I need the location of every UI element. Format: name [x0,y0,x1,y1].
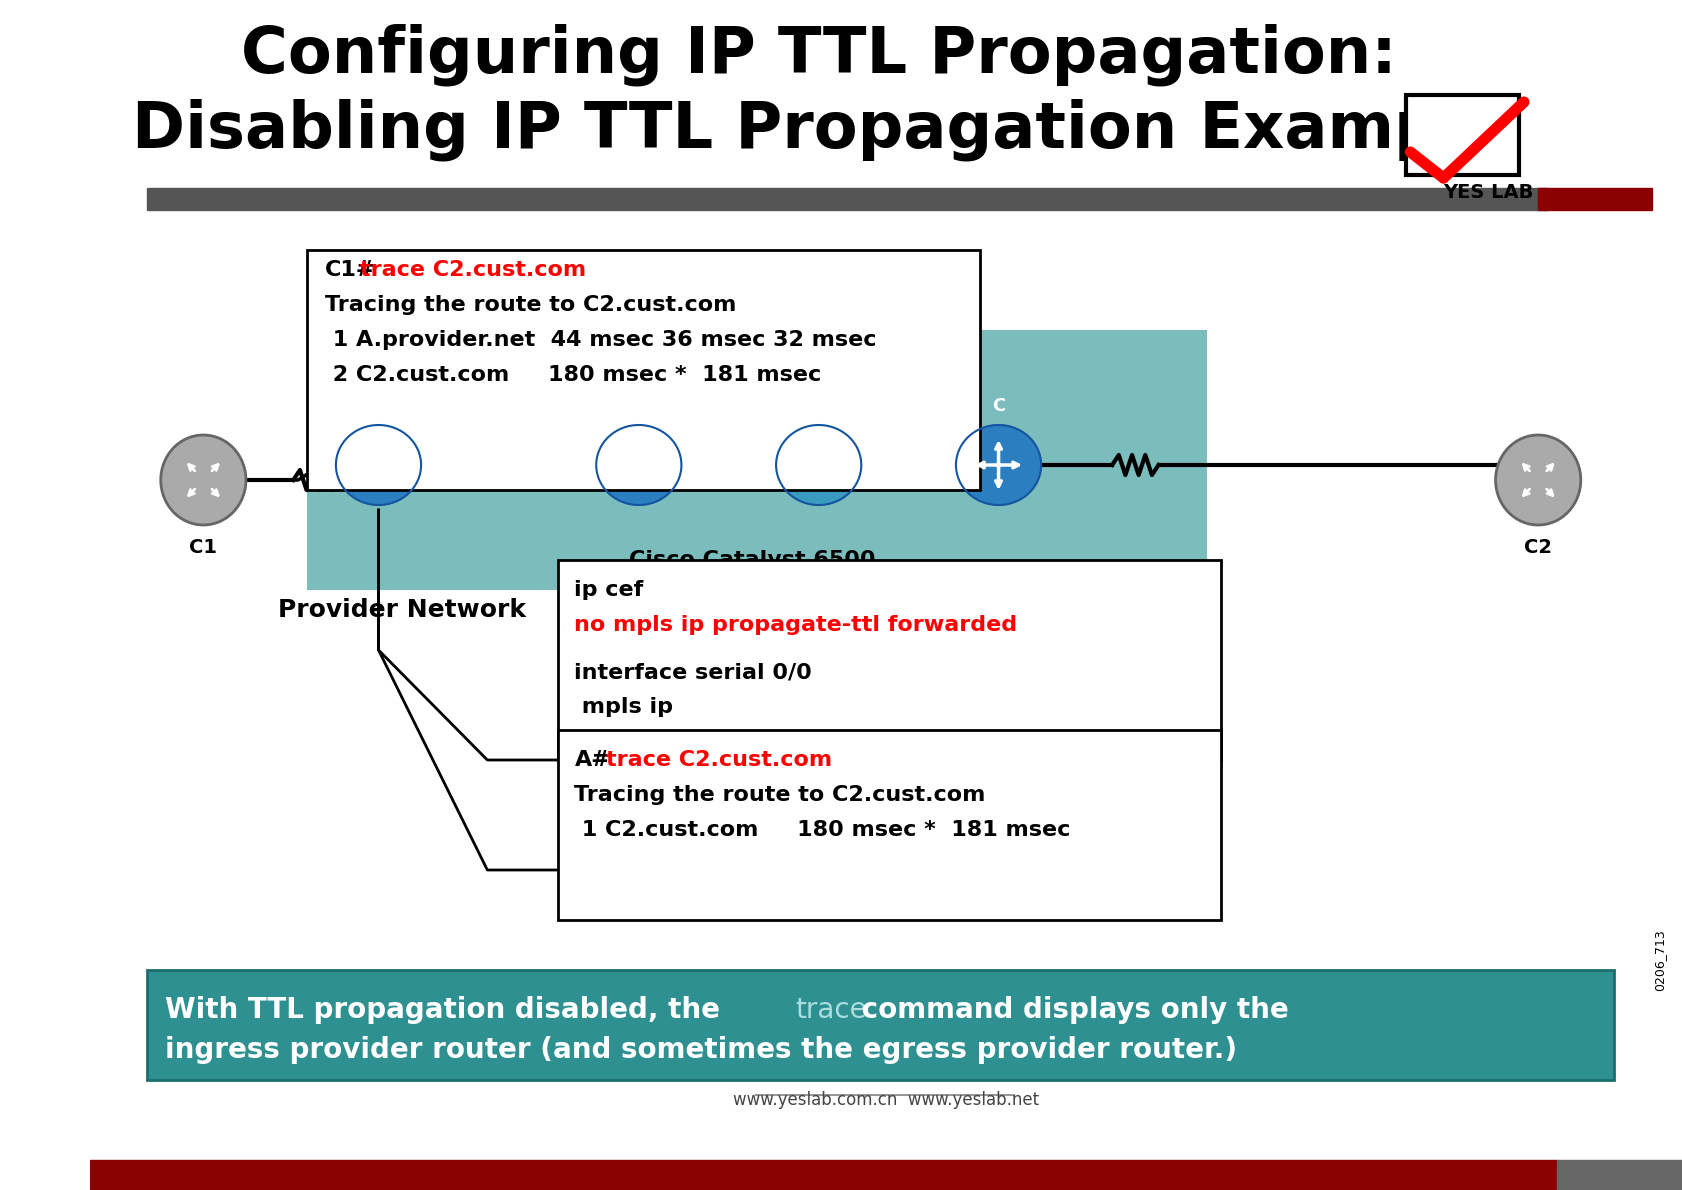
Circle shape [161,436,246,525]
Bar [1537,188,1650,209]
Text: no mpls ip propagate-ttl forwarded: no mpls ip propagate-ttl forwarded [574,615,1018,635]
Text: Tracing the route to C2.cust.com: Tracing the route to C2.cust.com [325,295,735,315]
Ellipse shape [955,425,1041,505]
Text: C1#: C1# [325,259,375,280]
Text: 0206_713: 0206_713 [1652,929,1665,991]
FancyBboxPatch shape [146,970,1613,1081]
Text: Provider Network: Provider Network [278,599,526,622]
FancyBboxPatch shape [558,729,1221,920]
FancyBboxPatch shape [308,330,1206,590]
Text: 1 C2.cust.com     180 msec *  181 msec: 1 C2.cust.com 180 msec * 181 msec [574,820,1070,840]
Text: trace C2.cust.com: trace C2.cust.com [606,750,831,770]
Text: C2: C2 [1524,538,1551,557]
Text: With TTL propagation disabled, the: With TTL propagation disabled, the [165,996,730,1025]
Text: trace C2.cust.com: trace C2.cust.com [360,259,585,280]
Text: 1 A.provider.net  44 msec 36 msec 32 msec: 1 A.provider.net 44 msec 36 msec 32 msec [325,330,876,350]
Bar [89,1160,1556,1190]
Text: interface serial 0/0: interface serial 0/0 [574,662,812,682]
Ellipse shape [595,425,681,505]
Text: C1: C1 [190,538,217,557]
Bar [1556,1160,1682,1190]
Text: 2 C2.cust.com     180 msec *  181 msec: 2 C2.cust.com 180 msec * 181 msec [325,365,821,386]
Text: A#: A# [574,750,611,770]
Text: command displays only the: command displays only the [851,996,1288,1025]
Text: C: C [991,397,1004,415]
Bar [146,188,1547,209]
Text: ip cef: ip cef [574,580,643,600]
Text: A: A [372,397,385,415]
FancyBboxPatch shape [308,250,979,490]
Text: Tracing the route to C2.cust.com: Tracing the route to C2.cust.com [574,785,986,804]
Text: Disabling IP TTL Propagation Example: Disabling IP TTL Propagation Example [133,99,1504,162]
Text: trace: trace [794,996,866,1025]
Ellipse shape [775,425,861,505]
Text: Configuring IP TTL Propagation:: Configuring IP TTL Propagation: [241,24,1396,86]
Text: mpls ip: mpls ip [574,697,673,718]
Ellipse shape [336,425,420,505]
Text: Cisco Catalyst 6500: Cisco Catalyst 6500 [629,550,875,570]
Text: ingress provider router (and sometimes the egress provider router.): ingress provider router (and sometimes t… [165,1036,1236,1064]
Circle shape [1495,436,1579,525]
Text: B: B [632,397,646,415]
Text: www.yeslab.com.cn  www.yeslab.net: www.yeslab.com.cn www.yeslab.net [732,1091,1038,1109]
Text: YES LAB: YES LAB [1443,182,1532,201]
FancyBboxPatch shape [558,560,1221,760]
FancyBboxPatch shape [1404,95,1519,175]
